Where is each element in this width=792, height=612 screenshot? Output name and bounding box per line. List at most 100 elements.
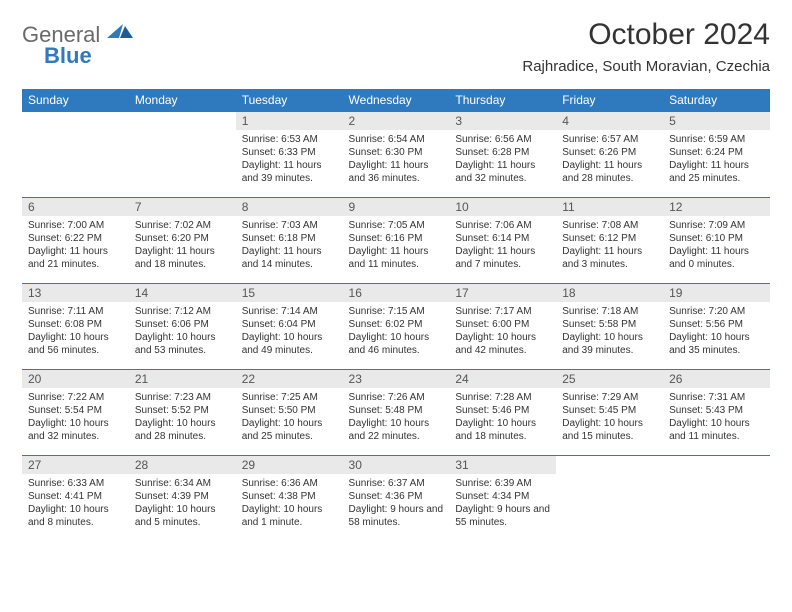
sunrise-text: Sunrise: 6:36 AM [242,477,337,490]
daylight-text: Daylight: 10 hours and 28 minutes. [135,417,230,443]
weekday-header: Tuesday [236,89,343,111]
title-block: October 2024 Rajhradice, South Moravian,… [522,18,770,75]
weekday-header: Thursday [449,89,556,111]
logo: General Blue [22,24,133,67]
day-body: Sunrise: 6:53 AMSunset: 6:33 PMDaylight:… [236,130,343,189]
calendar-cell: 1Sunrise: 6:53 AMSunset: 6:33 PMDaylight… [236,111,343,197]
sunrise-text: Sunrise: 7:22 AM [28,391,123,404]
daylight-text: Daylight: 9 hours and 55 minutes. [455,503,550,529]
day-number: 8 [236,198,343,216]
calendar-table: Sunday Monday Tuesday Wednesday Thursday… [22,89,770,541]
daylight-text: Daylight: 10 hours and 15 minutes. [562,417,657,443]
daylight-text: Daylight: 10 hours and 8 minutes. [28,503,123,529]
sunset-text: Sunset: 6:24 PM [669,146,764,159]
sunset-text: Sunset: 5:58 PM [562,318,657,331]
sunrise-text: Sunrise: 7:31 AM [669,391,764,404]
day-number: 18 [556,284,663,302]
day-body: Sunrise: 6:33 AMSunset: 4:41 PMDaylight:… [22,474,129,533]
sunset-text: Sunset: 6:20 PM [135,232,230,245]
daylight-text: Daylight: 10 hours and 32 minutes. [28,417,123,443]
day-body: Sunrise: 7:31 AMSunset: 5:43 PMDaylight:… [663,388,770,447]
sunrise-text: Sunrise: 7:05 AM [349,219,444,232]
daylight-text: Daylight: 10 hours and 11 minutes. [669,417,764,443]
calendar-cell: 4Sunrise: 6:57 AMSunset: 6:26 PMDaylight… [556,111,663,197]
day-number: 27 [22,456,129,474]
calendar-cell: 26Sunrise: 7:31 AMSunset: 5:43 PMDayligh… [663,369,770,455]
calendar-row: 1Sunrise: 6:53 AMSunset: 6:33 PMDaylight… [22,111,770,197]
daylight-text: Daylight: 11 hours and 18 minutes. [135,245,230,271]
weekday-header: Friday [556,89,663,111]
daylight-text: Daylight: 10 hours and 46 minutes. [349,331,444,357]
calendar-row: 27Sunrise: 6:33 AMSunset: 4:41 PMDayligh… [22,455,770,541]
day-body: Sunrise: 7:05 AMSunset: 6:16 PMDaylight:… [343,216,450,275]
sunset-text: Sunset: 6:04 PM [242,318,337,331]
sunrise-text: Sunrise: 7:29 AM [562,391,657,404]
calendar-row: 13Sunrise: 7:11 AMSunset: 6:08 PMDayligh… [22,283,770,369]
sunrise-text: Sunrise: 7:06 AM [455,219,550,232]
sunrise-text: Sunrise: 6:59 AM [669,133,764,146]
daylight-text: Daylight: 10 hours and 22 minutes. [349,417,444,443]
day-number: 26 [663,370,770,388]
sunset-text: Sunset: 6:30 PM [349,146,444,159]
day-number: 13 [22,284,129,302]
day-number: 5 [663,112,770,130]
daylight-text: Daylight: 11 hours and 21 minutes. [28,245,123,271]
day-body: Sunrise: 6:57 AMSunset: 6:26 PMDaylight:… [556,130,663,189]
sunrise-text: Sunrise: 6:57 AM [562,133,657,146]
day-number: 24 [449,370,556,388]
sunset-text: Sunset: 6:06 PM [135,318,230,331]
day-number: 25 [556,370,663,388]
calendar-cell: 17Sunrise: 7:17 AMSunset: 6:00 PMDayligh… [449,283,556,369]
day-body: Sunrise: 7:09 AMSunset: 6:10 PMDaylight:… [663,216,770,275]
sunset-text: Sunset: 6:00 PM [455,318,550,331]
day-number: 31 [449,456,556,474]
day-body: Sunrise: 7:03 AMSunset: 6:18 PMDaylight:… [236,216,343,275]
day-number: 4 [556,112,663,130]
logo-blue: Blue [44,45,133,67]
sunset-text: Sunset: 6:22 PM [28,232,123,245]
logo-mark-icon [107,24,133,47]
sunset-text: Sunset: 5:54 PM [28,404,123,417]
daylight-text: Daylight: 10 hours and 42 minutes. [455,331,550,357]
daylight-text: Daylight: 10 hours and 49 minutes. [242,331,337,357]
calendar-cell: 14Sunrise: 7:12 AMSunset: 6:06 PMDayligh… [129,283,236,369]
daylight-text: Daylight: 11 hours and 3 minutes. [562,245,657,271]
sunrise-text: Sunrise: 6:37 AM [349,477,444,490]
day-number: 20 [22,370,129,388]
day-number: 3 [449,112,556,130]
calendar-cell: 30Sunrise: 6:37 AMSunset: 4:36 PMDayligh… [343,455,450,541]
day-number: 7 [129,198,236,216]
day-body: Sunrise: 7:26 AMSunset: 5:48 PMDaylight:… [343,388,450,447]
day-body: Sunrise: 7:23 AMSunset: 5:52 PMDaylight:… [129,388,236,447]
calendar-cell [129,111,236,197]
sunrise-text: Sunrise: 6:53 AM [242,133,337,146]
sunset-text: Sunset: 4:41 PM [28,490,123,503]
sunset-text: Sunset: 5:43 PM [669,404,764,417]
calendar-cell: 31Sunrise: 6:39 AMSunset: 4:34 PMDayligh… [449,455,556,541]
calendar-cell [663,455,770,541]
daylight-text: Daylight: 10 hours and 39 minutes. [562,331,657,357]
sunset-text: Sunset: 6:14 PM [455,232,550,245]
daylight-text: Daylight: 11 hours and 32 minutes. [455,159,550,185]
sunset-text: Sunset: 4:38 PM [242,490,337,503]
calendar-cell: 19Sunrise: 7:20 AMSunset: 5:56 PMDayligh… [663,283,770,369]
calendar-cell: 25Sunrise: 7:29 AMSunset: 5:45 PMDayligh… [556,369,663,455]
day-number: 30 [343,456,450,474]
day-body: Sunrise: 6:36 AMSunset: 4:38 PMDaylight:… [236,474,343,533]
sunrise-text: Sunrise: 7:08 AM [562,219,657,232]
sunset-text: Sunset: 6:02 PM [349,318,444,331]
day-body: Sunrise: 6:37 AMSunset: 4:36 PMDaylight:… [343,474,450,533]
daylight-text: Daylight: 10 hours and 18 minutes. [455,417,550,443]
day-body: Sunrise: 7:29 AMSunset: 5:45 PMDaylight:… [556,388,663,447]
calendar-cell: 24Sunrise: 7:28 AMSunset: 5:46 PMDayligh… [449,369,556,455]
daylight-text: Daylight: 10 hours and 35 minutes. [669,331,764,357]
daylight-text: Daylight: 10 hours and 1 minute. [242,503,337,529]
weekday-header: Sunday [22,89,129,111]
daylight-text: Daylight: 10 hours and 5 minutes. [135,503,230,529]
calendar-cell: 3Sunrise: 6:56 AMSunset: 6:28 PMDaylight… [449,111,556,197]
day-body: Sunrise: 6:34 AMSunset: 4:39 PMDaylight:… [129,474,236,533]
day-number: 23 [343,370,450,388]
sunset-text: Sunset: 5:56 PM [669,318,764,331]
day-body: Sunrise: 7:11 AMSunset: 6:08 PMDaylight:… [22,302,129,361]
sunset-text: Sunset: 5:45 PM [562,404,657,417]
